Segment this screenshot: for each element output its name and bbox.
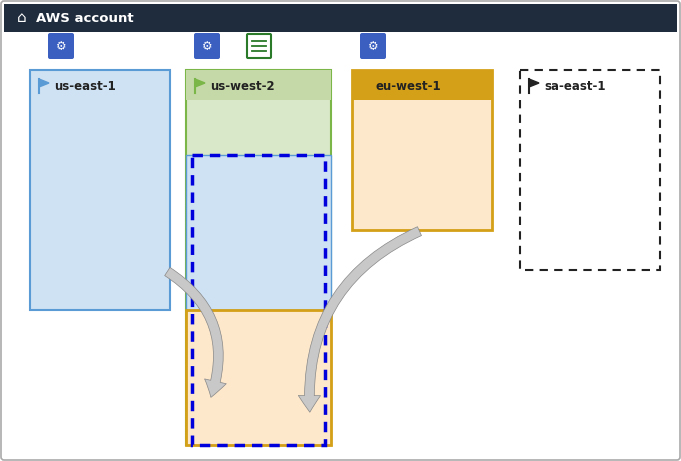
Text: ⚙: ⚙ (368, 40, 378, 53)
FancyBboxPatch shape (360, 33, 386, 59)
Text: AWS account: AWS account (36, 12, 133, 24)
Text: ⚙: ⚙ (202, 40, 212, 53)
Bar (192, 155, 325, 445)
Bar (186, 310, 331, 445)
Bar (186, 155, 331, 310)
Polygon shape (529, 79, 539, 87)
Bar (520, 70, 660, 270)
FancyBboxPatch shape (48, 33, 74, 59)
Text: eu-west-1: eu-west-1 (376, 81, 441, 94)
Bar (352, 70, 492, 100)
Bar (30, 70, 170, 310)
Bar (186, 70, 331, 445)
Polygon shape (361, 79, 371, 87)
Polygon shape (39, 79, 49, 87)
FancyBboxPatch shape (247, 34, 271, 58)
FancyArrowPatch shape (165, 267, 226, 397)
Bar (186, 70, 331, 100)
Polygon shape (195, 79, 205, 87)
Bar (4, 4, 677, 32)
Text: us-east-1: us-east-1 (54, 81, 116, 94)
Text: ⌂: ⌂ (17, 11, 27, 25)
Text: sa-east-1: sa-east-1 (544, 81, 605, 94)
Text: us-west-2: us-west-2 (210, 81, 274, 94)
FancyArrowPatch shape (298, 227, 422, 412)
FancyBboxPatch shape (194, 33, 220, 59)
Bar (352, 70, 492, 230)
Text: ⚙: ⚙ (56, 40, 66, 53)
